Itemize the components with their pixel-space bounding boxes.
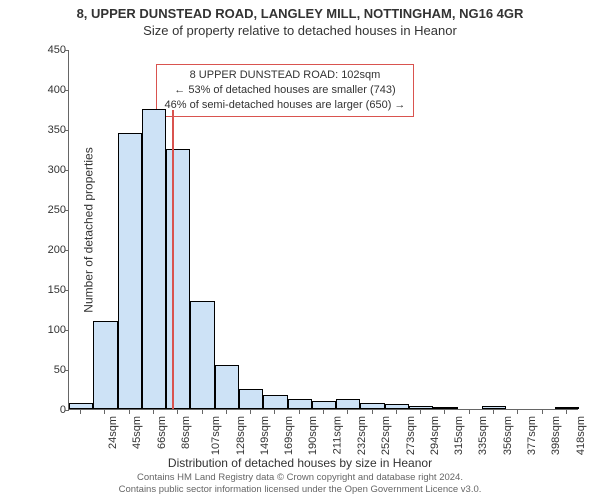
histogram-bar xyxy=(288,399,312,409)
annotation-line: ← 53% of detached houses are smaller (74… xyxy=(165,83,406,98)
x-tick-label: 107sqm xyxy=(210,416,222,455)
y-tick-label: 100 xyxy=(48,324,66,336)
y-tick-label: 350 xyxy=(48,124,66,136)
annotation-box: 8 UPPER DUNSTEAD ROAD: 102sqm← 53% of de… xyxy=(156,64,415,117)
histogram-bar xyxy=(263,395,287,409)
y-tick-label: 150 xyxy=(48,284,66,296)
y-tick-label: 250 xyxy=(48,204,66,216)
y-tick-label: 450 xyxy=(48,44,66,56)
histogram-bar xyxy=(482,406,506,409)
x-tick-label: 315sqm xyxy=(453,416,465,455)
x-tick-label: 169sqm xyxy=(283,416,295,455)
y-tick-label: 300 xyxy=(48,164,66,176)
histogram-bar xyxy=(336,399,360,409)
x-tick-label: 190sqm xyxy=(308,416,320,455)
histogram-bar xyxy=(433,407,457,409)
x-tick-label: 377sqm xyxy=(526,416,538,455)
histogram-chart: Number of detached properties 0501001502… xyxy=(68,50,578,410)
x-tick-label: 273sqm xyxy=(405,416,417,455)
footer-line-2: Contains public sector information licen… xyxy=(0,484,600,496)
histogram-bar xyxy=(360,403,384,409)
x-tick-label: 356sqm xyxy=(502,416,514,455)
x-tick-label: 66sqm xyxy=(156,416,168,449)
address-title: 8, UPPER DUNSTEAD ROAD, LANGLEY MILL, NO… xyxy=(0,6,600,23)
histogram-bar xyxy=(555,407,579,409)
x-tick-label: 294sqm xyxy=(429,416,441,455)
histogram-bar xyxy=(190,301,214,409)
histogram-bar xyxy=(142,109,166,409)
y-tick-label: 400 xyxy=(48,84,66,96)
x-tick-label: 128sqm xyxy=(235,416,247,455)
histogram-bar xyxy=(69,403,93,409)
histogram-bar xyxy=(312,401,336,409)
y-tick-label: 200 xyxy=(48,244,66,256)
subject-marker-line xyxy=(172,110,174,409)
x-tick-label: 24sqm xyxy=(107,416,119,449)
x-tick-label: 418sqm xyxy=(575,416,587,455)
x-tick-label: 252sqm xyxy=(380,416,392,455)
annotation-line: 46% of semi-detached houses are larger (… xyxy=(165,98,406,113)
footer-attribution: Contains HM Land Registry data © Crown c… xyxy=(0,472,600,496)
histogram-bar xyxy=(215,365,239,409)
histogram-bar xyxy=(93,321,117,409)
histogram-bar xyxy=(166,149,190,409)
footer-line-1: Contains HM Land Registry data © Crown c… xyxy=(0,472,600,484)
x-tick-label: 232sqm xyxy=(356,416,368,455)
histogram-bar xyxy=(239,389,263,409)
annotation-line: 8 UPPER DUNSTEAD ROAD: 102sqm xyxy=(165,68,406,83)
x-tick-label: 398sqm xyxy=(550,416,562,455)
histogram-bar xyxy=(409,406,433,409)
x-axis-label: Distribution of detached houses by size … xyxy=(0,456,600,470)
histogram-bar xyxy=(385,404,409,409)
y-ticks: 050100150200250300350400450 xyxy=(30,50,66,410)
x-tick-label: 149sqm xyxy=(259,416,271,455)
x-tick-label: 335sqm xyxy=(478,416,490,455)
x-tick-label: 45sqm xyxy=(131,416,143,449)
histogram-bar xyxy=(118,133,142,409)
subtitle: Size of property relative to detached ho… xyxy=(0,23,600,40)
x-tick-label: 211sqm xyxy=(331,416,343,454)
plot-area: 8 UPPER DUNSTEAD ROAD: 102sqm← 53% of de… xyxy=(68,50,578,410)
x-tick-label: 86sqm xyxy=(180,416,192,449)
